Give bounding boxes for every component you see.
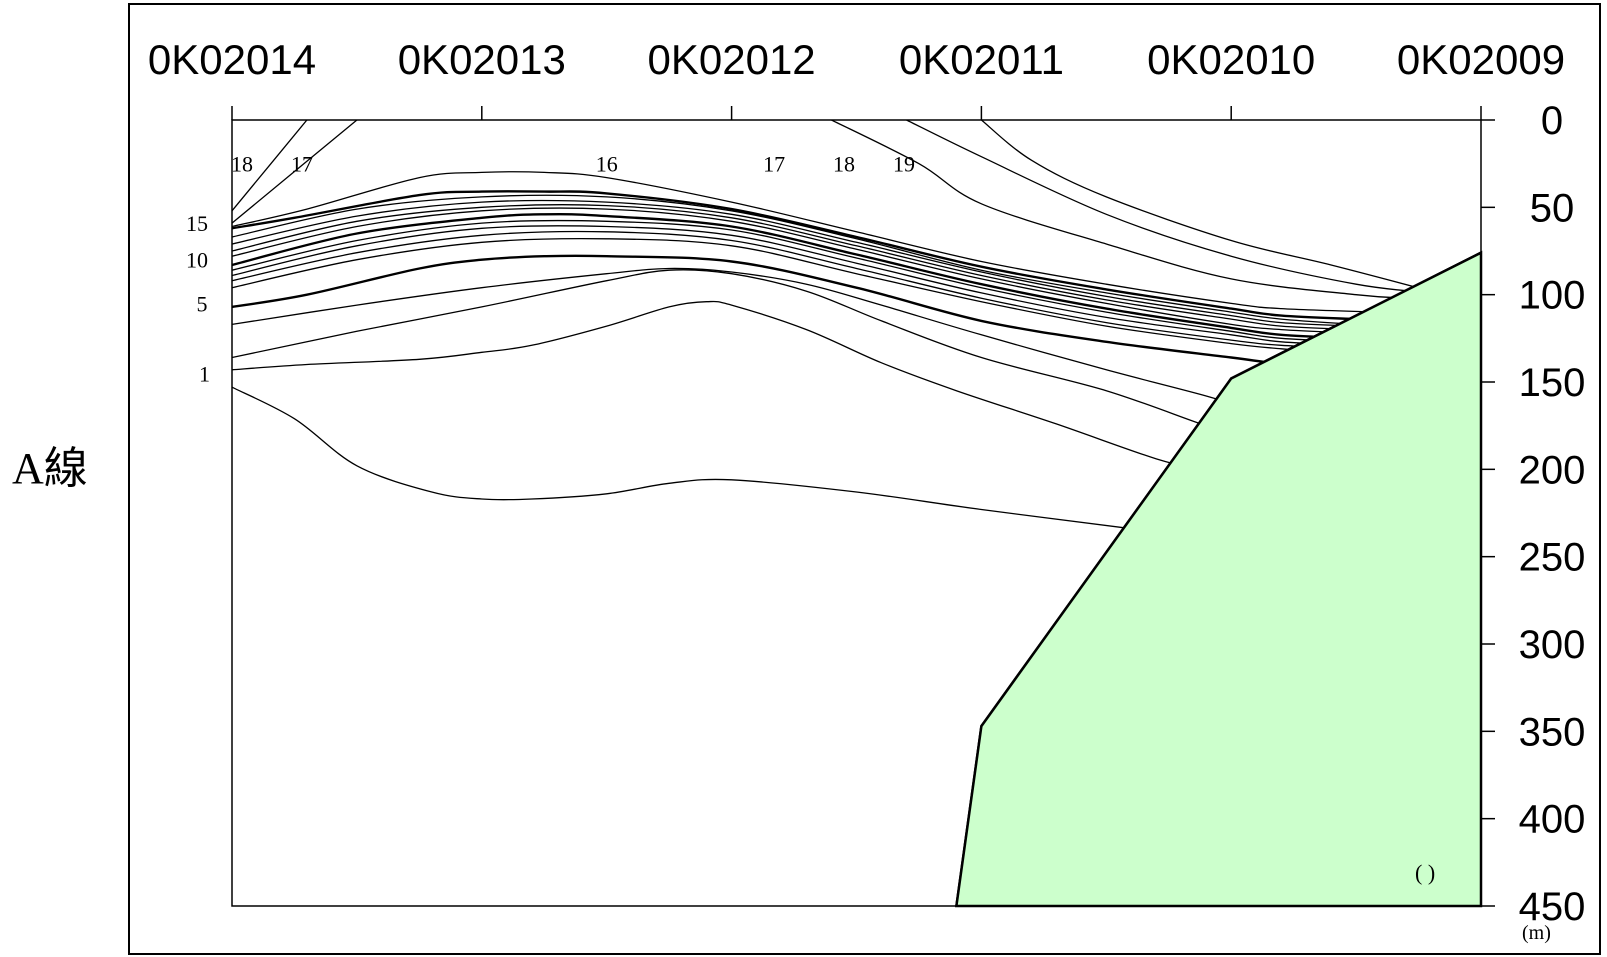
line-label: A線 <box>12 444 88 493</box>
isoline-4 <box>232 267 1244 409</box>
isoline-label: 5 <box>197 291 208 316</box>
isoline-label: 19 <box>893 152 915 177</box>
depth-tick-label: 250 <box>1519 536 1586 580</box>
depth-tick-label: 200 <box>1519 448 1586 492</box>
rock-region-overlay <box>955 251 1481 906</box>
isoline-2 <box>232 300 1207 472</box>
isoline-3 <box>232 269 1232 432</box>
isoline-label: 18 <box>833 152 855 177</box>
isoline-1 <box>232 386 1132 530</box>
depth-tick-label: 350 <box>1519 710 1586 754</box>
plot-frame <box>231 119 1482 907</box>
isoline-7 <box>232 230 1332 348</box>
isoline-label: 15 <box>186 211 208 236</box>
isoline-label: 1 <box>199 361 210 386</box>
isoline-8 <box>232 225 1357 346</box>
isoline-20 <box>906 120 1432 294</box>
isoline-15 <box>232 190 1357 321</box>
depth-tick-label: 0 <box>1541 99 1563 143</box>
depth-tick-label: 400 <box>1519 798 1586 842</box>
depth-tick-label: 450 <box>1519 885 1586 929</box>
isoline-14 <box>232 194 1357 326</box>
isoline-17 <box>232 120 358 224</box>
station-label: 0K02012 <box>648 36 816 83</box>
isoline-label: 17 <box>291 152 313 177</box>
isoline-label: 17 <box>763 152 785 177</box>
isoline-label: 18 <box>231 152 253 177</box>
isoline-12 <box>232 204 1357 331</box>
depth-tick-label: 300 <box>1519 623 1586 667</box>
station-label: 0K02013 <box>398 36 566 83</box>
isoline-21 <box>980 120 1432 292</box>
isoline-10 <box>232 212 1357 340</box>
depth-tick-label: 150 <box>1519 361 1586 405</box>
isoline-6 <box>232 237 1307 352</box>
isoline-9 <box>232 219 1357 343</box>
station-label: 0K02009 <box>1397 36 1565 83</box>
isoline-18 <box>232 120 308 212</box>
unit-label: (m) <box>1522 922 1551 944</box>
outer-frame <box>128 3 1601 955</box>
isoline-5 <box>232 254 1307 371</box>
isoline-label: 16 <box>596 152 618 177</box>
isoline-19 <box>831 120 1407 299</box>
depth-tick-label: 100 <box>1519 274 1586 318</box>
station-label: 0K02011 <box>899 36 1064 83</box>
isoline-16 <box>232 171 1382 313</box>
note-label: ( ) <box>1415 860 1435 885</box>
station-label: 0K02010 <box>1147 36 1315 83</box>
isoline-11 <box>232 207 1357 334</box>
isoline-label: 10 <box>186 248 208 273</box>
station-label: 0K02014 <box>148 36 316 83</box>
isoline-13 <box>232 199 1357 327</box>
depth-tick-label: 50 <box>1530 186 1575 230</box>
